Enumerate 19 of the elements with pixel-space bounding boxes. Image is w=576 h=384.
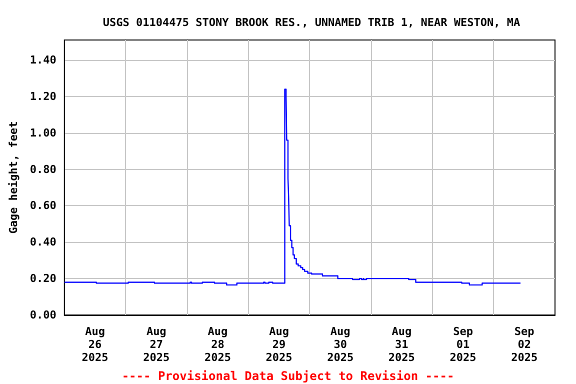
x-tick-label: Aug 28 2025: [204, 325, 231, 364]
text: ---- Provisional Data Subject to Revision ----: [122, 369, 454, 383]
x-tick-label: Aug 26 2025: [82, 325, 108, 364]
y-tick-label: 0.60: [30, 199, 56, 212]
y-tick-label: 1.40: [30, 54, 56, 67]
y-tick-label: 1.20: [30, 90, 56, 103]
y-tick-label: 0.20: [30, 272, 56, 286]
x-tick-label: Sep 01 2025: [450, 325, 476, 364]
y-tick-label: 1.00: [30, 126, 56, 140]
y-tick-label: 0.00: [30, 308, 56, 322]
x-tick-label: Aug 30 2025: [327, 325, 354, 364]
x-tick-label: Sep 02 2025: [511, 325, 538, 364]
y-tick-label: 0.80: [30, 162, 56, 176]
x-tick-label: Aug 29 2025: [266, 325, 292, 364]
chart-title: USGS 01104475 STONY BROOK RES., UNNAMED TRIB 1, NEAR WESTON, MA: [102, 16, 520, 29]
y-axis-title: Gage height, feet: [7, 121, 20, 234]
x-tick-label: Aug 27 2025: [143, 325, 170, 364]
y-tick-label: 0.40: [30, 236, 56, 249]
x-tick-label: Aug 31 2025: [388, 325, 415, 364]
